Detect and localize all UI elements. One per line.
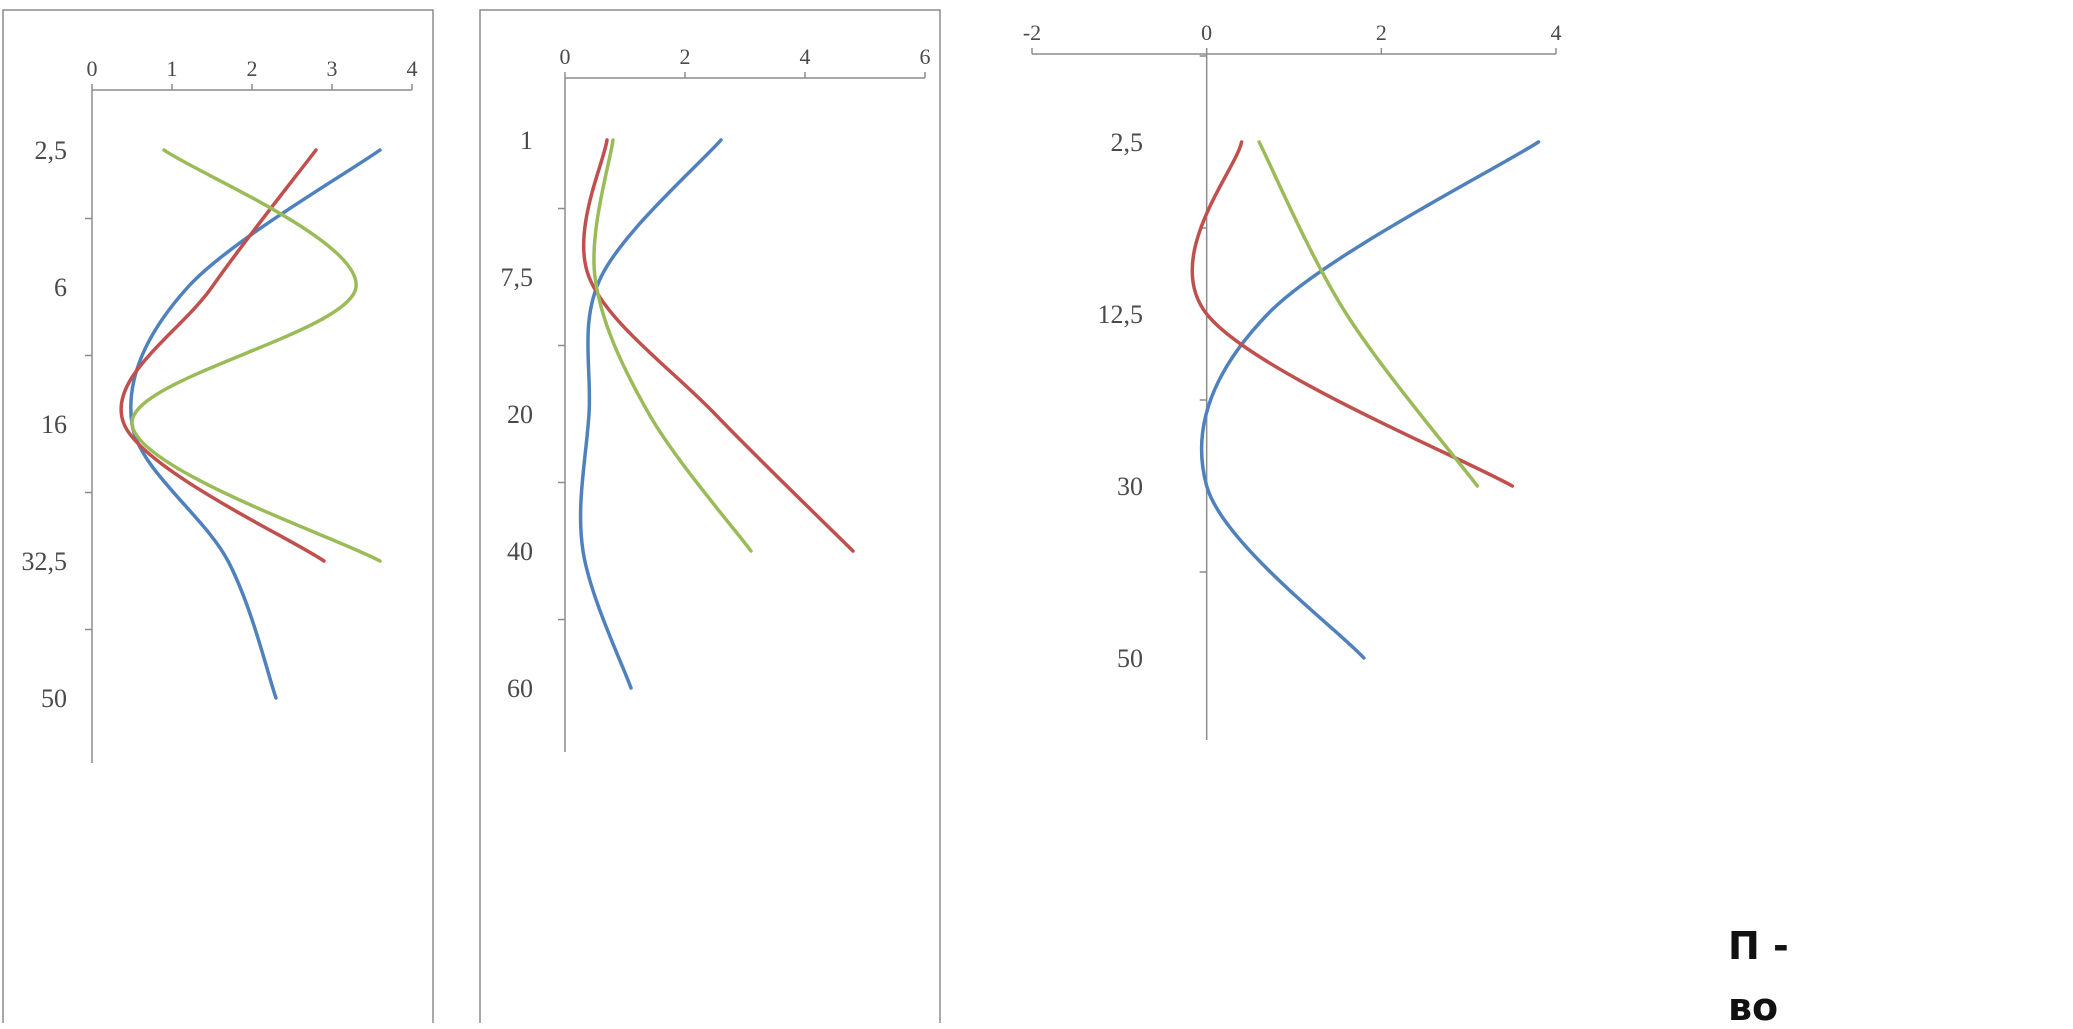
series-line-blue <box>129 148 382 700</box>
chart-frame <box>479 9 941 1023</box>
x-tick-label: 0 <box>87 56 98 81</box>
series-line-blue <box>1199 140 1541 660</box>
x-tick-label: 4 <box>800 44 811 69</box>
y-tick-label: 2,5 <box>1111 128 1144 157</box>
y-tick-label: 30 <box>1117 472 1143 501</box>
series-line-blue <box>578 138 723 690</box>
series-line-green <box>1257 140 1480 488</box>
y-tick-label: 60 <box>507 674 533 703</box>
series-line-green <box>592 138 753 553</box>
series-line-red <box>1190 140 1515 488</box>
x-tick-label: 0 <box>1201 20 1212 45</box>
x-tick-label: -2 <box>1023 20 1041 45</box>
caption-line-1: П - <box>1728 924 1789 968</box>
x-tick-label: 0 <box>560 44 571 69</box>
y-tick-label: 6 <box>54 273 67 302</box>
series-line-green <box>130 148 382 563</box>
series-line-red <box>119 148 326 563</box>
y-tick-label: 40 <box>507 537 533 566</box>
y-tick-label: 2,5 <box>35 136 68 165</box>
chart-2: 0 2 4 6 1 7,5 20 40 60 <box>479 9 941 1023</box>
y-tick-label: 7,5 <box>501 263 534 292</box>
caption-line-2: во <box>1728 985 1779 1029</box>
x-tick-label: 2 <box>1376 20 1387 45</box>
y-tick-label: 1 <box>520 126 533 155</box>
x-tick-label: 4 <box>407 56 418 81</box>
y-tick-label: 50 <box>41 684 67 713</box>
y-tick-label: 12,5 <box>1098 300 1144 329</box>
x-tick-label: 6 <box>920 44 931 69</box>
y-tick-label: 32,5 <box>22 547 68 576</box>
x-tick-label: 4 <box>1551 20 1562 45</box>
x-tick-label: 2 <box>247 56 258 81</box>
series-line-red <box>581 138 855 553</box>
y-tick-label: 50 <box>1117 644 1143 673</box>
x-tick-label: 2 <box>680 44 691 69</box>
x-tick-label: 3 <box>327 56 338 81</box>
chart-3: -2 0 2 4 2,5 12,5 30 50 <box>1023 20 1562 740</box>
y-tick-label: 20 <box>507 400 533 429</box>
x-tick-label: 1 <box>167 56 178 81</box>
chart-1: 0 1 2 3 4 2,5 6 16 32,5 50 <box>2 9 434 1023</box>
y-tick-label: 16 <box>41 410 67 439</box>
chart-frame <box>2 9 434 1023</box>
